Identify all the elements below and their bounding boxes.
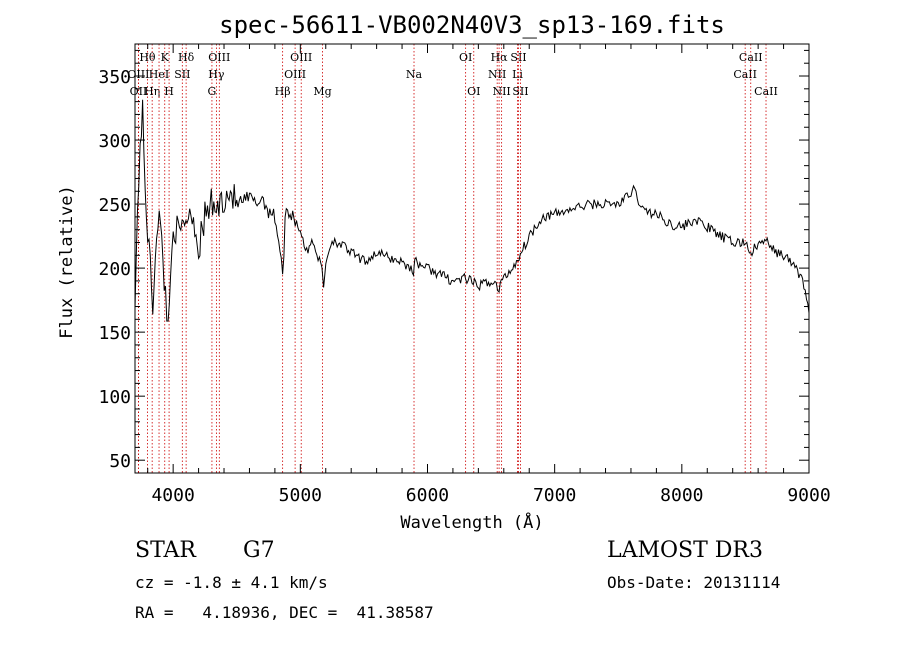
line-marker-label: Hγ: [208, 68, 225, 81]
line-marker-label: SII: [512, 85, 528, 98]
line-marker-label: OI: [459, 51, 472, 64]
line-marker-label: Hδ: [178, 51, 195, 64]
y-axis: 50 100 150 200 250 300 350: [98, 49, 809, 474]
line-marker-label: OIII: [127, 68, 149, 81]
x-tick-label: 7000: [533, 485, 576, 506]
x-tick-label: 5000: [279, 485, 322, 506]
subclass-label: G7: [243, 538, 275, 563]
y-tick-label: 200: [98, 259, 131, 280]
x-tick-label: 6000: [406, 485, 449, 506]
line-marker-label: OIII: [208, 51, 230, 64]
line-marker-label: CaII: [739, 51, 763, 64]
line-marker-label: CaII: [754, 85, 778, 98]
coordinates-text: RA = 4.18936, DEC = 41.38587: [135, 603, 434, 622]
x-axis: 4000 5000 6000 7000 8000 9000: [147, 44, 831, 506]
survey-label: LAMOST DR3: [607, 538, 763, 563]
line-marker-label: OIII: [284, 68, 306, 81]
line-marker-label: OIII: [290, 51, 312, 64]
line-marker-label: HeI: [149, 68, 169, 81]
plot-frame: [134, 43, 810, 474]
line-marker-label: OII: [130, 85, 148, 98]
y-tick-label: 300: [98, 131, 131, 152]
y-tick-label: 50: [109, 451, 131, 472]
line-marker-label: Na: [406, 68, 423, 81]
line-marker-label: OI: [467, 85, 480, 98]
x-tick-label: 4000: [151, 485, 194, 506]
line-marker-label: H: [164, 85, 174, 98]
class-label: STAR: [135, 538, 196, 563]
y-axis-label: Flux (relative): [57, 185, 77, 339]
x-tick-label: 9000: [787, 485, 830, 506]
line-marker-label: Li: [512, 68, 523, 81]
y-tick-label: 150: [98, 323, 131, 344]
line-marker-label: Hη: [144, 85, 160, 98]
chart-title: spec-56611-VB002N40V3_sp13-169.fits: [219, 11, 725, 39]
spectrum-line: [134, 99, 810, 322]
line-marker-label: SII: [174, 68, 190, 81]
line-marker-label: NII: [492, 85, 510, 98]
line-marker-label: SII: [510, 51, 526, 64]
y-tick-label: 100: [98, 387, 131, 408]
x-tick-label: 8000: [660, 485, 703, 506]
line-marker-label: Hα: [491, 51, 509, 64]
line-marker-label: NII: [488, 68, 506, 81]
line-marker-label: Hθ: [139, 51, 156, 64]
line-marker-label: Mg: [313, 85, 331, 98]
x-axis-label: Wavelength (Å): [400, 511, 543, 533]
line-marker-label: K: [161, 51, 170, 64]
obs-date-text: Obs-Date: 20131114: [607, 573, 781, 592]
line-marker-label: CaII: [733, 68, 757, 81]
y-tick-label: 250: [98, 195, 131, 216]
line-markers: OIIHθOIIIHηHeIKHSIIHδGHγOIIIHβOIIIOIIIMg…: [127, 44, 778, 473]
y-tick-label: 350: [98, 67, 131, 88]
line-marker-label: Hβ: [275, 85, 291, 98]
redshift-text: cz = -1.8 ± 4.1 km/s: [135, 573, 328, 592]
line-marker-label: G: [208, 85, 217, 98]
